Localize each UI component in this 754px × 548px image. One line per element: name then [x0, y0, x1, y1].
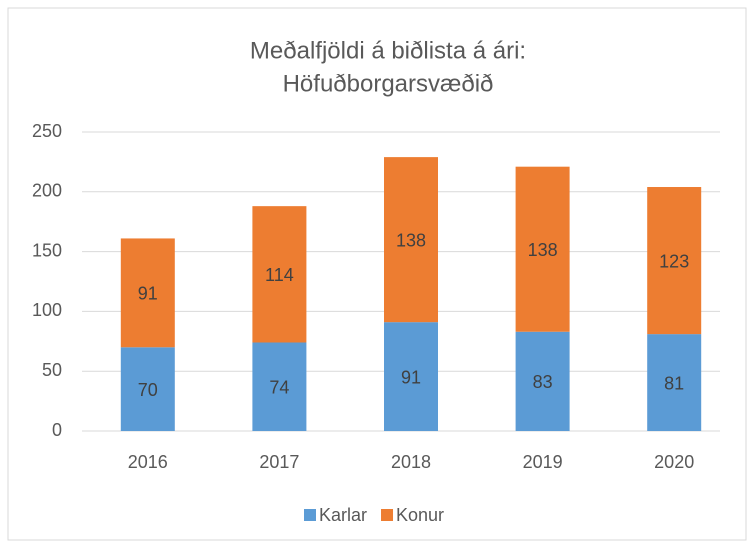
data-label: 81 — [664, 373, 684, 393]
chart-title: Meðalfjöldi á biðlista á ári: — [250, 37, 526, 64]
bar-segment — [515, 166, 570, 332]
x-tick-label: 2019 — [523, 452, 563, 472]
bar-segment — [120, 347, 175, 431]
data-label: 138 — [528, 240, 558, 260]
y-tick-label: 200 — [32, 181, 62, 201]
data-label: 83 — [533, 372, 553, 392]
bar-segment — [647, 187, 702, 335]
data-label: 91 — [401, 367, 421, 387]
legend-label: Karlar — [319, 505, 367, 525]
y-tick-label: 150 — [32, 240, 62, 260]
bar-segment — [252, 206, 307, 343]
x-tick-label: 2016 — [128, 452, 168, 472]
chart-title: Höfuðborgarsvæðið — [283, 70, 494, 97]
data-label: 91 — [138, 284, 158, 304]
legend-swatch — [381, 509, 394, 521]
bar-segment — [647, 334, 702, 431]
bar-segment — [384, 157, 438, 323]
y-tick-label: 0 — [52, 420, 62, 440]
data-label: 138 — [396, 230, 426, 250]
bar-segment — [515, 331, 570, 431]
data-label: 74 — [269, 377, 289, 397]
legend-label: Konur — [396, 505, 444, 525]
x-tick-label: 2018 — [391, 452, 431, 472]
x-tick-label: 2017 — [259, 452, 299, 472]
bar-segment — [252, 342, 307, 431]
data-label: 123 — [659, 251, 689, 271]
y-tick-label: 50 — [42, 360, 62, 380]
legend-swatch — [304, 509, 316, 521]
bar-segment — [120, 238, 175, 348]
data-label: 114 — [265, 265, 294, 285]
x-tick-label: 2020 — [654, 452, 694, 472]
y-tick-label: 100 — [32, 300, 62, 320]
y-tick-label: 250 — [32, 121, 62, 141]
bar-segment — [384, 322, 438, 431]
data-label: 70 — [138, 380, 158, 400]
